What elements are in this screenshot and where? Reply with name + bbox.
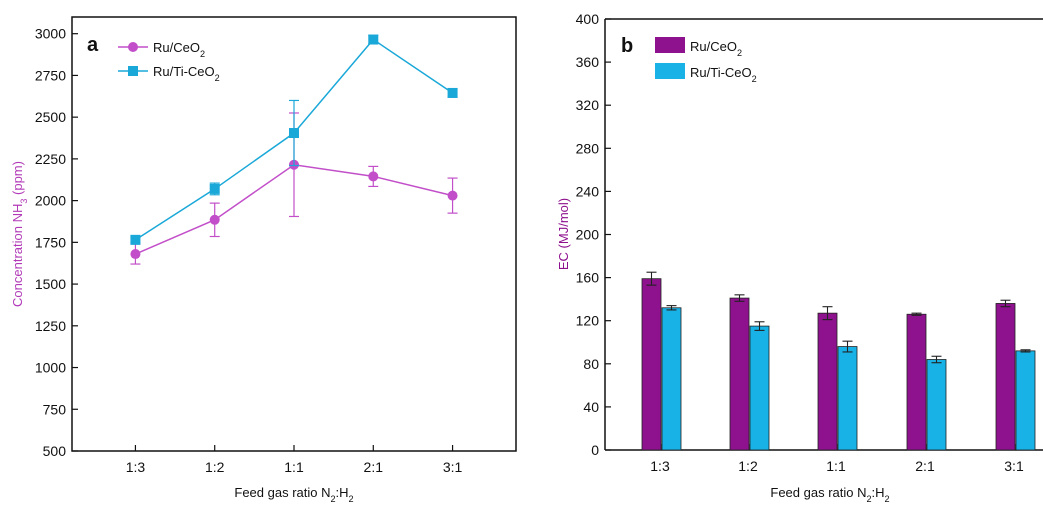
data-point-circle — [368, 171, 379, 182]
y-tick-label: 1750 — [35, 234, 66, 250]
bar-ru-ti-ceo2 — [749, 325, 770, 451]
y-tick-label: 2250 — [35, 151, 66, 167]
data-point-square — [209, 183, 220, 194]
data-point-square — [447, 87, 458, 98]
bar-ru-ceo2 — [906, 313, 927, 451]
subscript: 2 — [866, 494, 871, 504]
subscript: 2 — [330, 494, 335, 504]
plot-frame — [71, 16, 517, 452]
text-part: Feed gas ratio N — [770, 485, 866, 500]
legend-label: Ru/CeO2 — [153, 40, 205, 59]
y-tick-label: 240 — [576, 183, 600, 199]
data-point-circle — [447, 190, 458, 201]
y-tick-label: 1500 — [35, 276, 66, 292]
y-tick-label: 120 — [576, 313, 600, 329]
legend-marker-circle — [128, 42, 138, 52]
subscript: 3 — [19, 199, 29, 204]
data-point-square — [130, 234, 141, 245]
y-tick-label: 320 — [576, 97, 600, 113]
y-tick-label: 1000 — [35, 360, 66, 376]
bar-ru-ti-ceo2 — [661, 307, 682, 451]
y-tick-label: 2500 — [35, 109, 66, 125]
text-part: Ru/Ti-CeO — [690, 65, 752, 80]
text-part: (ppm) — [10, 161, 25, 199]
y-axis-title: Concentration NH3 (ppm) — [10, 161, 29, 307]
text-part: Ru/Ti-CeO — [153, 64, 215, 79]
text-part: Ru/CeO — [690, 39, 737, 54]
text-part: :H — [336, 485, 349, 500]
y-tick-label: 3000 — [35, 26, 66, 42]
text-part: Ru/CeO — [153, 40, 200, 55]
y-tick-label: 280 — [576, 140, 600, 156]
y-tick-label: 500 — [43, 443, 67, 459]
x-tick-label: 3:1 — [443, 459, 463, 475]
x-axis-title: Feed gas ratio N2:H2 — [770, 485, 889, 504]
legend-label: Ru/Ti-CeO2 — [153, 64, 220, 83]
text-part: :H — [872, 485, 885, 500]
y-axis-title: EC (MJ/mol) — [556, 198, 571, 270]
bar-ru-ti-ceo2 — [1015, 350, 1036, 451]
data-point-square — [289, 128, 299, 139]
y-tick-label: 0 — [591, 442, 599, 458]
y-tick-label: 200 — [576, 227, 600, 243]
legend-swatch — [655, 63, 685, 79]
x-tick-label: 1:3 — [650, 458, 670, 474]
bar-ru-ceo2 — [729, 297, 750, 451]
subscript: 2 — [885, 494, 890, 504]
legend-marker-square — [128, 66, 138, 76]
y-tick-label: 1250 — [35, 318, 66, 334]
data-point-circle — [130, 249, 141, 260]
x-tick-label: 2:1 — [915, 458, 935, 474]
subscript: 2 — [349, 494, 354, 504]
panel-letter: b — [621, 35, 633, 57]
y-tick-label: 2750 — [35, 67, 66, 83]
panel-a-line-chart: 500 750 1000 1250 1500 1750 2000 2250 2500 2750 30… — [10, 16, 517, 504]
y-tick-label: 80 — [583, 356, 599, 372]
y-tick-label: 750 — [43, 401, 67, 417]
bar-ru-ceo2 — [995, 303, 1016, 451]
subscript: 2 — [200, 49, 205, 59]
y-tick-label: 2000 — [35, 193, 66, 209]
legend-label: Ru/CeO2 — [690, 39, 742, 58]
text-part: Concentration NH — [10, 204, 25, 307]
y-tick-label: 160 — [576, 270, 600, 286]
legend-label: Ru/Ti-CeO2 — [690, 65, 757, 84]
bar-ru-ti-ceo2 — [837, 346, 858, 451]
data-point-circle — [209, 214, 220, 225]
panel-b-bar-chart: 0 40 80 120 160 200 240 280 320 360 400 1:3 1:2 1:1 2:… — [556, 11, 1043, 504]
x-tick-label: 1:2 — [738, 458, 758, 474]
y-tick-label: 360 — [576, 54, 600, 70]
subscript: 2 — [215, 73, 220, 83]
x-axis-title: Feed gas ratio N2:H2 — [234, 485, 353, 504]
x-tick-label: 1:2 — [205, 459, 225, 475]
x-tick-label: 1:1 — [826, 458, 846, 474]
y-tick-label: 40 — [583, 399, 599, 415]
text-part: Feed gas ratio N — [234, 485, 330, 500]
subscript: 2 — [737, 48, 742, 58]
legend-swatch — [655, 37, 685, 53]
bar-ru-ceo2 — [641, 278, 662, 451]
x-tick-label: 1:1 — [284, 459, 304, 475]
x-tick-label: 3:1 — [1004, 458, 1024, 474]
bar-ru-ti-ceo2 — [926, 359, 947, 451]
panel-letter: a — [87, 34, 99, 56]
y-tick-label: 400 — [576, 11, 600, 27]
x-tick-label: 1:3 — [126, 459, 146, 475]
bar-ru-ceo2 — [817, 312, 838, 451]
data-point-square — [368, 34, 379, 45]
x-tick-label: 2:1 — [364, 459, 384, 475]
subscript: 2 — [752, 74, 757, 84]
